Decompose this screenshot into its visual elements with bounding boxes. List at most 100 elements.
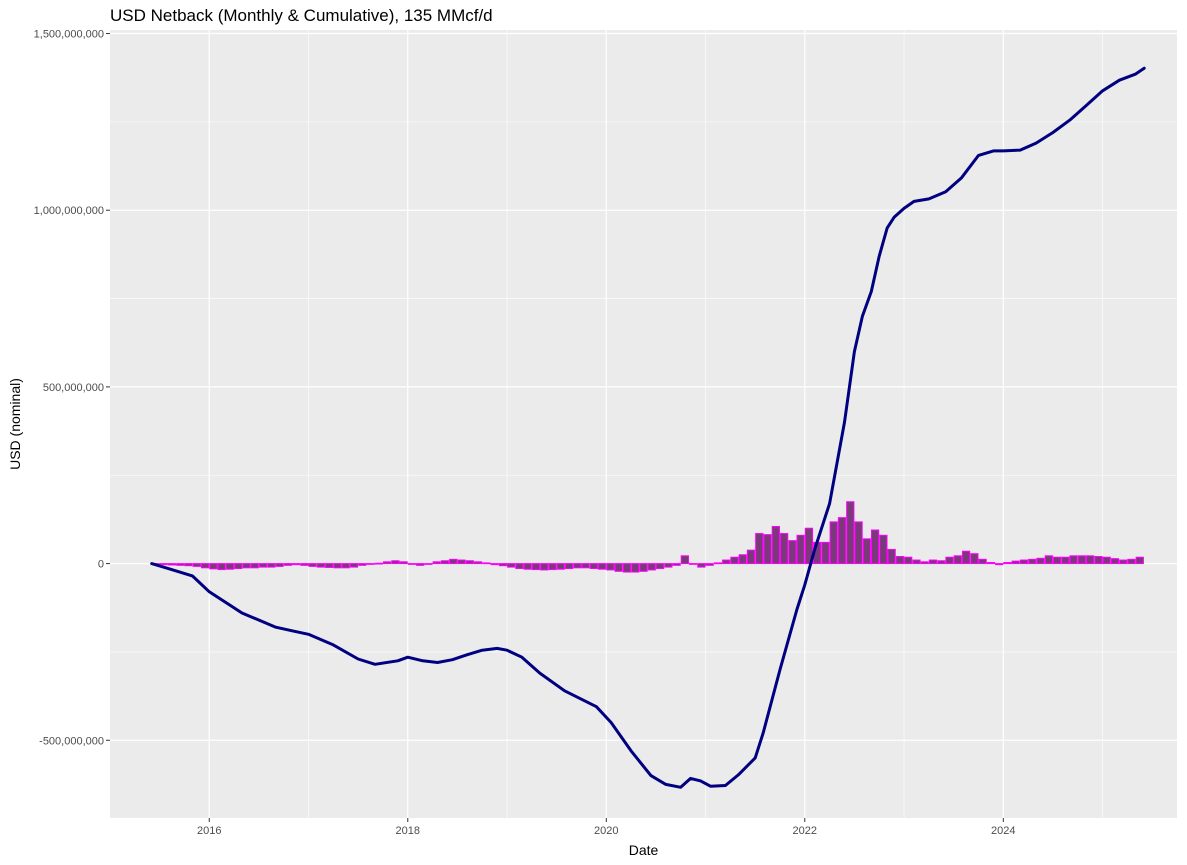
monthly-bar [200, 563, 210, 569]
monthly-bar [167, 563, 177, 566]
monthly-bar [647, 563, 656, 571]
y-tick-label: 1,000,000,000 [34, 205, 104, 217]
y-tick-label: -500,000,000 [39, 735, 104, 747]
y-tick-label: 1,500,000,000 [34, 29, 104, 41]
monthly-bar [523, 563, 532, 570]
y-axis-ticks: -500,000,000 0 500,000,000 1,000,000,000 1,5… [34, 29, 110, 747]
monthly-bar [821, 541, 830, 565]
monthly-bar [341, 563, 350, 569]
grid-minor [110, 30, 1177, 818]
monthly-bar [846, 501, 855, 565]
monthly-bar [1044, 555, 1053, 565]
monthly-bars [151, 501, 1144, 573]
monthly-bar [440, 560, 450, 565]
monthly-bar [631, 563, 640, 573]
x-tick-label: 2016 [197, 825, 221, 837]
monthly-bar [275, 563, 284, 567]
monthly-bar [531, 563, 541, 571]
monthly-bar [887, 548, 896, 565]
monthly-bar [1119, 559, 1128, 565]
monthly-bar [664, 563, 673, 568]
monthly-bar [465, 560, 474, 565]
monthly-bar [912, 559, 921, 565]
monthly-bar [870, 529, 880, 565]
monthly-bar [316, 563, 326, 568]
monthly-bar [771, 525, 780, 565]
monthly-bar [614, 563, 623, 572]
monthly-bar [738, 554, 747, 565]
monthly-bar [382, 561, 392, 565]
monthly-bar [995, 563, 1004, 566]
monthly-bar [358, 563, 367, 566]
x-tick-label: 2018 [396, 825, 420, 837]
x-axis-ticks: 2016 2018 2020 2022 2024 [197, 818, 1016, 837]
monthly-bar [234, 563, 243, 570]
x-axis-title: Date [629, 842, 659, 858]
monthly-bar [325, 563, 334, 568]
monthly-bar [1003, 562, 1012, 565]
monthly-bar [548, 563, 557, 571]
monthly-bar [192, 563, 201, 567]
monthly-bar [1077, 555, 1087, 565]
monthly-bar [498, 563, 508, 567]
monthly-bar [457, 559, 466, 565]
monthly-bar [449, 558, 458, 565]
monthly-bar [986, 562, 996, 565]
monthly-bar [349, 563, 359, 568]
plot-panel [110, 30, 1177, 818]
monthly-bar [209, 563, 218, 570]
x-tick-label: 2022 [793, 825, 817, 837]
monthly-bar [1127, 558, 1136, 565]
y-tick-label: 500,000,000 [43, 382, 104, 394]
monthly-bar [1102, 556, 1111, 565]
monthly-bar [722, 559, 731, 565]
monthly-bar [763, 534, 772, 565]
monthly-bar [1019, 559, 1029, 565]
monthly-bar [672, 563, 681, 566]
monthly-bar [399, 561, 408, 565]
monthly-bar [697, 563, 706, 568]
monthly-bar [473, 561, 483, 565]
monthly-bar [424, 563, 433, 565]
monthly-bar [564, 563, 574, 570]
monthly-bar [283, 563, 292, 566]
monthly-bar [705, 563, 714, 566]
y-axis-title: USD (nominal) [7, 378, 23, 470]
monthly-bar [407, 563, 417, 565]
monthly-bar [688, 563, 698, 565]
monthly-bar [540, 563, 549, 571]
monthly-bar [945, 556, 954, 565]
monthly-bar [1069, 555, 1078, 565]
x-tick-label: 2020 [594, 825, 618, 837]
monthly-bar [655, 563, 665, 570]
chart-title: USD Netback (Monthly & Cumulative), 135 … [110, 6, 493, 25]
monthly-bar [622, 563, 632, 573]
monthly-bar [333, 563, 342, 569]
monthly-bar [796, 534, 805, 565]
monthly-bar [862, 538, 871, 565]
monthly-bar [225, 563, 235, 570]
monthly-bar [928, 559, 938, 565]
monthly-bar [961, 550, 971, 565]
monthly-bar [680, 555, 689, 565]
monthly-bar [895, 556, 905, 565]
monthly-bar [573, 563, 582, 569]
monthly-bar [507, 563, 516, 568]
monthly-bar [970, 553, 979, 565]
monthly-bar [432, 561, 441, 565]
monthly-bar [639, 563, 648, 572]
monthly-bar [937, 560, 946, 565]
monthly-bar [556, 563, 565, 570]
monthly-bar [1036, 557, 1045, 565]
monthly-bar [1110, 558, 1120, 565]
cumulative-line [150, 66, 1146, 789]
monthly-bar [242, 563, 251, 569]
monthly-bar [374, 562, 383, 565]
monthly-bar [159, 563, 168, 566]
monthly-bar [746, 549, 756, 565]
monthly-bar [581, 563, 590, 569]
monthly-bar [258, 563, 268, 568]
monthly-bar [300, 563, 309, 566]
monthly-bar [291, 563, 301, 566]
monthly-bar [730, 556, 739, 565]
